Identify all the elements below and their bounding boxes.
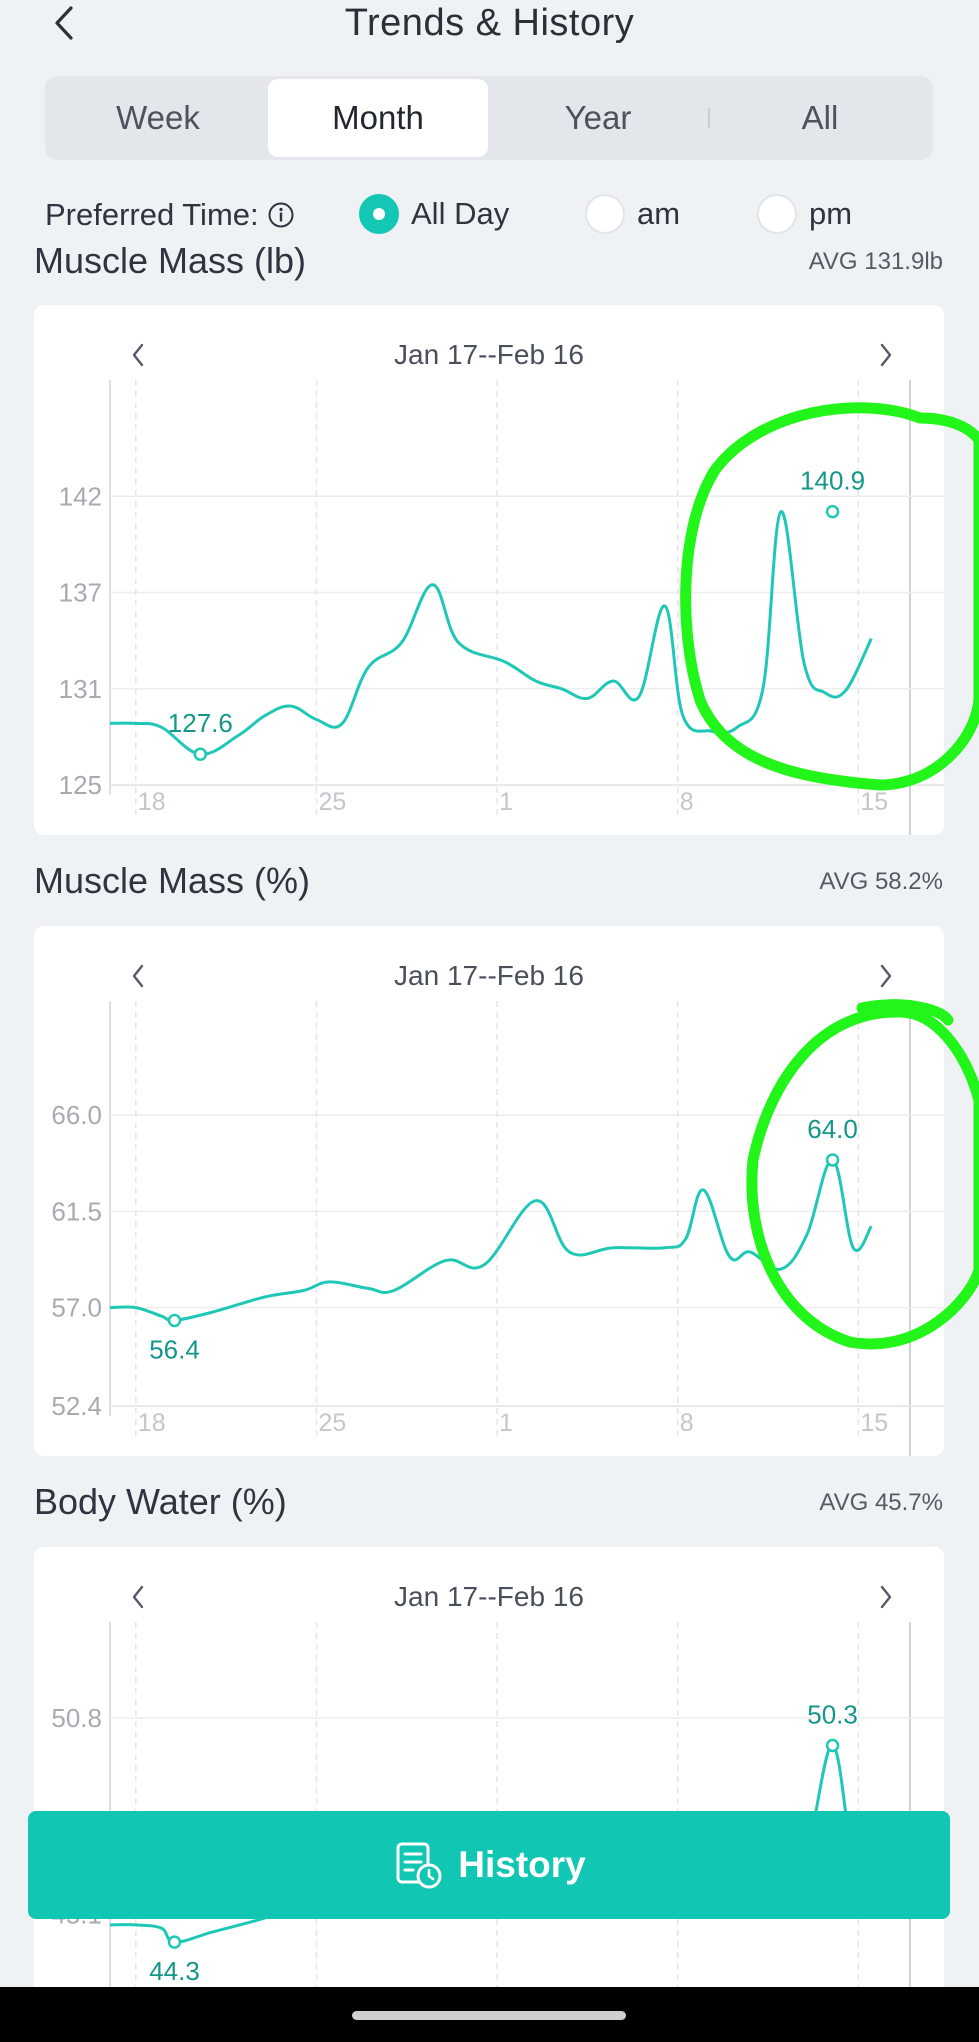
tab-month[interactable]: Month — [268, 79, 488, 157]
tab-year[interactable]: Year — [564, 99, 632, 136]
x-tick-label: 1 — [499, 788, 513, 816]
period-tabs: Week Month Year All — [45, 76, 933, 160]
y-tick-label: 57.0 — [51, 1293, 102, 1323]
x-tick-label: 18 — [138, 788, 166, 816]
home-indicator[interactable] — [352, 2011, 626, 2020]
radio-am-label: am — [637, 196, 681, 231]
tab-all[interactable]: All — [801, 99, 839, 136]
date-range-label: Jan 17--Feb 16 — [394, 1581, 584, 1612]
y-tick-label: 50.8 — [51, 1703, 102, 1733]
date-range-label: Jan 17--Feb 16 — [394, 339, 584, 370]
y-tick-label: 137 — [59, 578, 102, 608]
data-label: 127.6 — [168, 708, 233, 738]
chart-card-body-water: Jan 17--Feb 16 50.845.144.350.3 — [34, 1547, 944, 1987]
section-avg-muscle-mass-lb: AVG 131.9lb — [808, 248, 943, 275]
chevron-right-icon — [880, 964, 892, 988]
tab-divider — [708, 108, 710, 128]
chevron-left-icon — [55, 6, 73, 40]
next-range-button[interactable] — [864, 333, 908, 377]
data-point-marker — [193, 747, 208, 761]
date-range-label: Jan 17--Feb 16 — [394, 960, 584, 991]
history-clipboard-icon — [396, 1842, 442, 1889]
section-avg-muscle-mass-pct: AVG 58.2% — [819, 868, 943, 895]
history-button[interactable]: History — [28, 1811, 950, 1919]
chart-card-muscle-mass-lb: Jan 17--Feb 16 142 137 131 125 18 25 1 8 15 127.6… — [34, 305, 944, 835]
x-tick-label: 25 — [318, 1409, 346, 1437]
section-avg-body-water: AVG 45.7% — [819, 1489, 943, 1516]
x-tick-label: 15 — [860, 788, 888, 816]
chart-nav: Jan 17--Feb 16 — [34, 954, 944, 1000]
y-tick-label: 61.5 — [51, 1196, 102, 1226]
body-water-chart: 50.845.144.350.3 — [51, 1622, 944, 1987]
y-tick-label: 66.0 — [51, 1100, 102, 1130]
x-tick-label: 25 — [318, 788, 346, 816]
prev-range-button[interactable] — [116, 954, 160, 998]
header: Trends & History — [0, 0, 979, 50]
y-tick-label: 125 — [59, 770, 102, 800]
radio-pm-label: pm — [809, 196, 853, 231]
chevron-left-icon — [132, 964, 144, 988]
data-label: 50.3 — [807, 1700, 858, 1730]
data-point-marker — [825, 504, 840, 519]
next-range-button[interactable] — [864, 954, 908, 998]
x-tick-label: 15 — [860, 1409, 888, 1437]
data-label: 44.3 — [149, 1956, 200, 1986]
chart-nav: Jan 17--Feb 16 — [34, 1575, 944, 1621]
radio-am[interactable]: am — [585, 194, 680, 234]
tab-week[interactable]: Week — [116, 99, 200, 136]
chevron-right-icon — [880, 343, 892, 367]
x-tick-label: 18 — [138, 1409, 166, 1437]
radio-all-day-indicator — [359, 194, 399, 234]
x-tick-label: 1 — [499, 1409, 513, 1437]
radio-am-indicator — [585, 194, 625, 234]
history-label: History — [458, 1844, 586, 1885]
y-tick-label: 142 — [59, 481, 102, 511]
data-label: 56.4 — [149, 1334, 200, 1364]
chevron-right-icon — [880, 1585, 892, 1609]
data-point-marker — [167, 1313, 182, 1328]
preferred-time-label: Preferred Time: — [45, 197, 259, 232]
back-button[interactable] — [46, 0, 82, 46]
data-point-marker — [825, 1153, 840, 1167]
data-label: 64.0 — [807, 1114, 858, 1144]
section-title-body-water: Body Water (%) — [34, 1481, 287, 1522]
chevron-left-icon — [132, 343, 144, 367]
chart-nav: Jan 17--Feb 16 — [34, 333, 944, 379]
radio-all-day[interactable]: All Day — [359, 194, 509, 234]
section-title-muscle-mass-pct: Muscle Mass (%) — [34, 860, 311, 901]
preferred-time-row: Preferred Time: All Day am pm — [45, 192, 945, 238]
data-label: 140.9 — [800, 466, 865, 496]
next-range-button[interactable] — [864, 1575, 908, 1619]
y-tick-label: 52.4 — [51, 1391, 102, 1421]
series-line — [109, 1158, 873, 1323]
section-title-muscle-mass-lb: Muscle Mass (lb) — [34, 240, 307, 281]
page-title: Trends & History — [344, 2, 635, 44]
y-tick-label: 131 — [59, 674, 102, 704]
system-nav-bar — [0, 1987, 979, 2042]
chart-card-muscle-mass-pct: Jan 17--Feb 16 66.0 61.5 57.0 52.4 18 25 1 8 15 5… — [34, 926, 944, 1456]
x-tick-label: 8 — [680, 788, 694, 816]
radio-all-day-label: All Day — [411, 196, 510, 231]
prev-range-button[interactable] — [116, 333, 160, 377]
x-tick-label: 8 — [680, 1409, 694, 1437]
data-point-marker — [825, 1738, 840, 1753]
prev-range-button[interactable] — [116, 1575, 160, 1619]
data-point-marker — [167, 1935, 182, 1949]
radio-pm-indicator — [757, 194, 797, 234]
chevron-left-icon — [132, 1585, 144, 1609]
radio-pm[interactable]: pm — [757, 194, 852, 234]
info-icon[interactable] — [267, 201, 295, 229]
